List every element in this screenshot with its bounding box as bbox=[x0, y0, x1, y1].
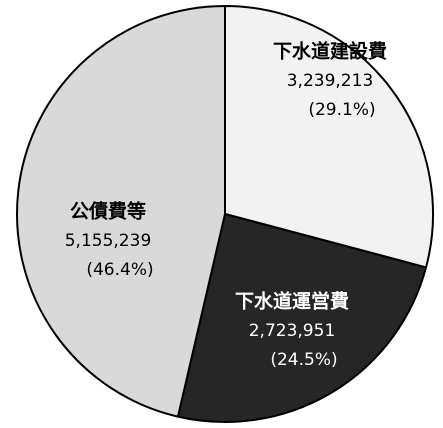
value-label: 5,155,239 bbox=[65, 231, 152, 251]
percent-label: (29.1%) bbox=[308, 100, 375, 120]
pie-slice bbox=[224, 4, 434, 269]
slice-name: 下水道運営費 bbox=[235, 290, 349, 313]
slice-name: 下水道建設費 bbox=[273, 40, 387, 63]
pie-slice bbox=[16, 4, 226, 418]
percent-label: (24.5%) bbox=[270, 350, 337, 370]
value-label: 2,723,951 bbox=[249, 321, 336, 341]
pie-slice bbox=[176, 212, 428, 423]
slice-name: 公債費等 bbox=[70, 200, 146, 223]
percent-label: (46.4%) bbox=[86, 260, 153, 280]
value-label: 3,239,213 bbox=[287, 71, 374, 91]
